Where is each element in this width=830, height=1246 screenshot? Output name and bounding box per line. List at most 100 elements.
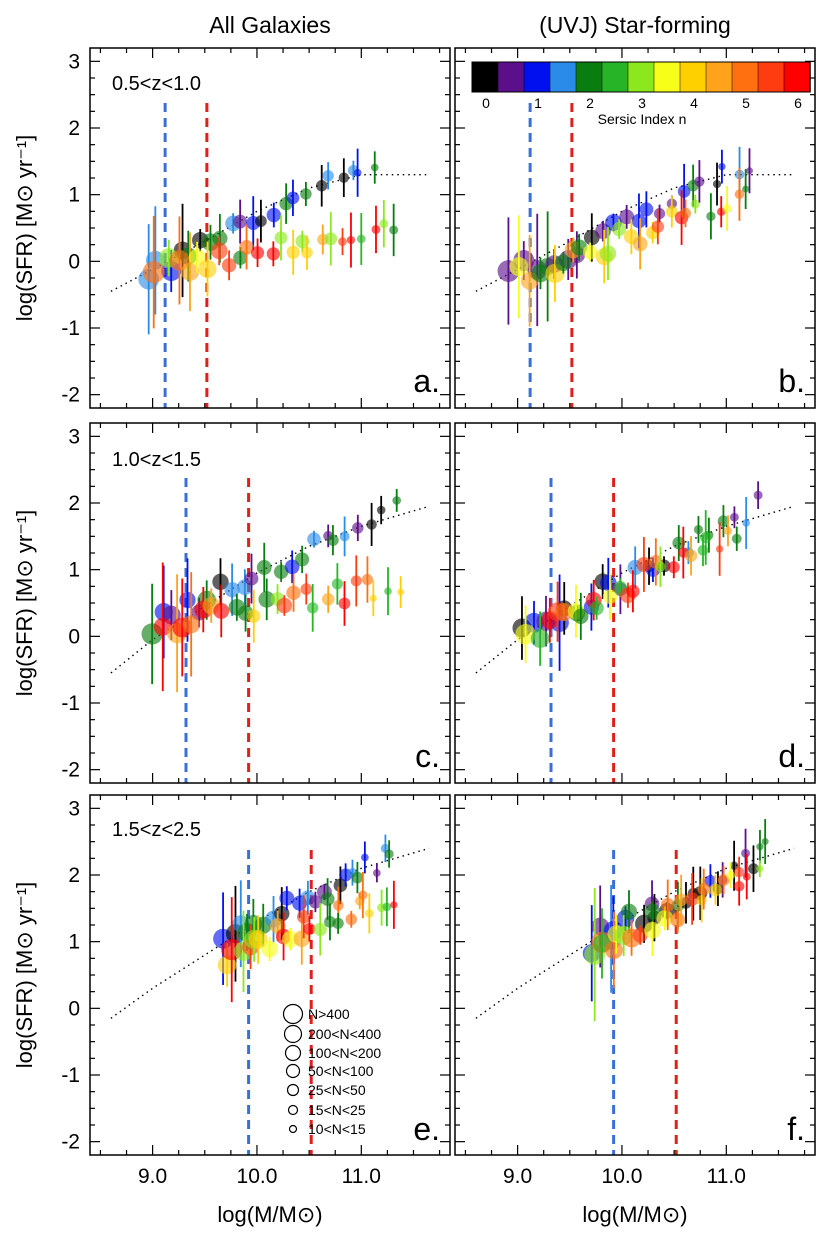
panel-e-frame (89, 794, 451, 1156)
data-point-c (276, 595, 293, 616)
data-point-a (322, 162, 334, 190)
panel-b: b. (454, 47, 816, 409)
data-point-c (352, 514, 364, 542)
data-point-c (244, 553, 259, 604)
size-legend-marker-3 (285, 1063, 301, 1079)
data-point-c (247, 589, 261, 643)
colorbar-swatch (731, 61, 759, 93)
y-tick-label-c: -2 (61, 759, 80, 782)
data-point-b (612, 219, 627, 239)
data-point-f (761, 819, 769, 865)
data-point-c (273, 561, 289, 582)
data-point-b (680, 199, 692, 228)
data-point-f (674, 874, 688, 925)
colorbar-tick-2: 2 (586, 95, 594, 111)
colorbar-swatch (679, 61, 707, 93)
colorbar-swatch (653, 61, 681, 93)
data-point-a (338, 158, 350, 198)
data-point-b (651, 208, 665, 245)
data-point-b (509, 215, 529, 318)
data-point-e (332, 912, 344, 934)
data-point-a (266, 241, 280, 267)
y-tick-label-c: 1 (68, 559, 80, 582)
data-point-c (350, 555, 362, 607)
colorbar-tick-3: 3 (638, 95, 646, 111)
size-legend-label-0: N>400 (308, 1006, 350, 1022)
size-legend-label-4: 25<N<50 (308, 1082, 366, 1098)
data-point-f (748, 845, 759, 892)
colorbar: 0 1 2 3 4 5 6 Sersic Index n (471, 61, 811, 127)
panel-a-ticks: -2 -1 0 1 2 3 (61, 48, 450, 408)
data-point-c (327, 525, 339, 556)
size-legend-marker-2 (284, 1044, 302, 1062)
data-point-c (331, 563, 343, 605)
data-point-b (653, 204, 666, 223)
colorbar-tick-0: 0 (482, 95, 490, 111)
data-point-d (715, 522, 724, 576)
data-point-c (376, 495, 386, 525)
x-tick-label-f: 9.0 (503, 1165, 532, 1188)
colorbar-tick-4: 4 (690, 95, 698, 111)
data-point-d (742, 496, 750, 549)
data-point-f (726, 862, 736, 889)
size-legend-marker-6 (288, 1124, 298, 1134)
data-point-c (213, 584, 230, 638)
colorbar-swatch (497, 61, 525, 93)
data-point-e (320, 878, 335, 920)
data-point-a (315, 164, 328, 207)
size-legend-label-5: 15<N<25 (308, 1102, 366, 1118)
panel-d-ticks (455, 423, 815, 783)
panel-e: -2 -1 0 1 2 3 9.0 10.0 11.0 1.5<z<2.5 e. (61, 794, 451, 1188)
data-point-b (734, 167, 745, 221)
data-point-b (712, 162, 722, 206)
panel-b-ticks (455, 48, 815, 408)
data-point-e (313, 903, 327, 956)
data-point-a (346, 212, 356, 268)
y-tick-label-e: 0 (68, 997, 80, 1020)
size-legend-label-3: 50<N<100 (308, 1063, 374, 1079)
data-point-a (286, 179, 300, 217)
x-tick-label-f: 11.0 (707, 1165, 746, 1188)
colorbar-swatch (575, 61, 603, 93)
data-point-b (554, 252, 572, 274)
data-point-e (308, 891, 323, 913)
data-point-a (274, 215, 288, 261)
colorbar-tick-1: 1 (534, 95, 542, 111)
panel-e-ticks: -2 -1 0 1 2 3 9.0 10.0 11.0 (61, 795, 450, 1188)
panel-f-letter: f. (787, 1111, 805, 1147)
panel-c-data (110, 478, 430, 783)
data-point-c (284, 550, 300, 584)
data-point-c (366, 502, 377, 546)
data-point-b (722, 186, 732, 231)
y-axis-label-row-2: log(SFR) [M⊙ yr⁻¹] (12, 510, 37, 696)
data-point-e (279, 886, 295, 911)
data-point-d (515, 605, 536, 664)
data-point-e (303, 916, 316, 942)
data-point-d (729, 506, 739, 529)
colorbar-title: Sersic Index n (598, 111, 687, 127)
colorbar-swatch (601, 61, 629, 93)
y-tick-label-c: 2 (68, 492, 80, 515)
data-point-c (361, 556, 373, 603)
data-point-d (723, 515, 733, 547)
size-legend-marker-0 (282, 1003, 304, 1025)
data-point-b (619, 204, 635, 229)
colorbar-swatch (705, 61, 733, 93)
panel-e-redshift-label: 1.5<z<2.5 (112, 819, 201, 841)
main-sequence-line-f (475, 847, 795, 1019)
size-legend-label-6: 10<N<15 (308, 1121, 366, 1137)
colorbar-swatch (523, 61, 551, 93)
data-point-d (626, 570, 640, 613)
data-point-b (531, 257, 550, 290)
data-point-c (392, 488, 402, 512)
data-point-b (742, 169, 750, 210)
data-point-c (295, 545, 310, 574)
y-tick-label-a: 2 (68, 117, 80, 140)
data-point-a (300, 181, 312, 207)
data-point-c (286, 573, 301, 612)
panel-b-letter: b. (778, 363, 805, 399)
data-point-a (371, 205, 381, 254)
data-point-a (250, 238, 265, 268)
data-point-a (353, 148, 362, 197)
data-point-f (685, 873, 699, 925)
